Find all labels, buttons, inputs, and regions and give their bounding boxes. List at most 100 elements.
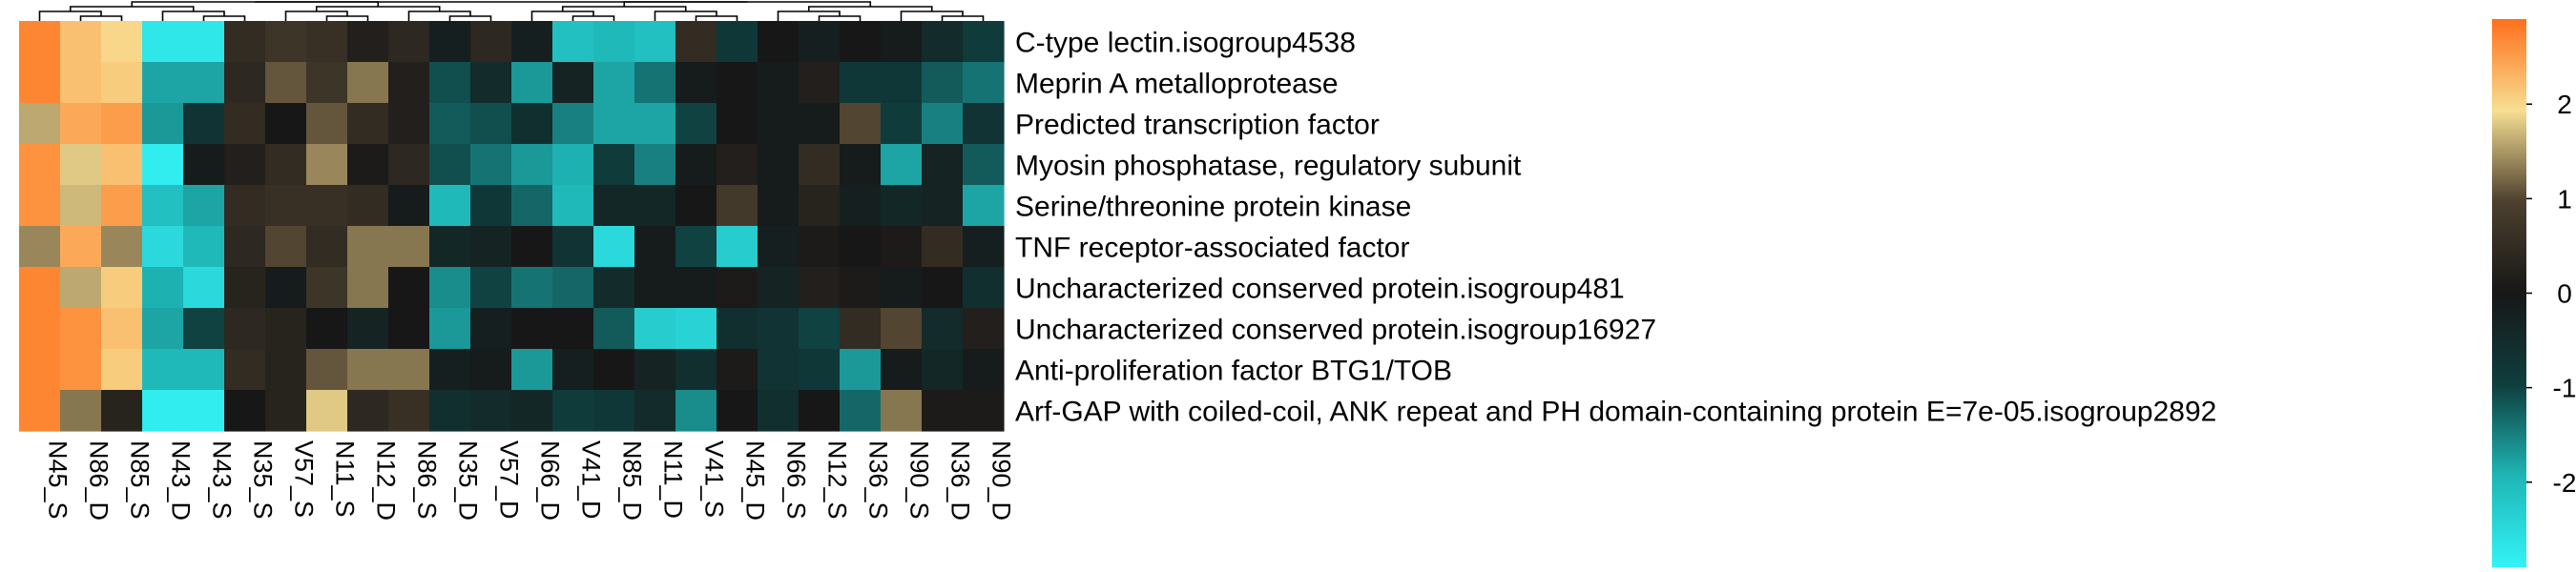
heatmap-cell — [142, 226, 184, 268]
column-label: N36_S — [864, 440, 893, 520]
heatmap-cell — [60, 226, 102, 268]
heatmap-cell — [634, 390, 676, 432]
heatmap-cell — [470, 103, 512, 145]
heatmap-cell — [265, 226, 307, 268]
heatmap-cell — [183, 103, 225, 145]
heatmap-cell — [306, 226, 348, 268]
column-label: N12_D — [372, 440, 401, 521]
heatmap-cell — [306, 144, 348, 186]
heatmap-cell — [593, 185, 635, 227]
heatmap-cell — [60, 62, 102, 104]
heatmap-cell — [429, 349, 471, 391]
color-scale-bar — [2492, 19, 2526, 567]
heatmap-cell — [840, 308, 882, 350]
column-label: N43_S — [208, 440, 237, 520]
heatmap-cell — [593, 21, 635, 63]
row-label: TNF receptor-associated factor — [1015, 233, 1409, 264]
heatmap-cell — [183, 185, 225, 227]
heatmap-cell — [347, 62, 389, 104]
heatmap-cell — [19, 267, 61, 309]
heatmap-cell — [593, 390, 635, 432]
heatmap-cell — [552, 308, 594, 350]
heatmap-cell — [388, 267, 430, 309]
heatmap-cell — [347, 103, 389, 145]
heatmap-cell — [717, 349, 758, 391]
heatmap-cell — [799, 62, 841, 104]
heatmap-cell — [634, 103, 676, 145]
row-label: Uncharacterized conserved protein.isogro… — [1015, 315, 1656, 346]
heatmap-cell — [470, 390, 512, 432]
heatmap-cell — [429, 21, 471, 63]
heatmap-cell — [183, 390, 225, 432]
heatmap-cell — [142, 308, 184, 350]
heatmap-cell — [142, 267, 184, 309]
heatmap-cell — [101, 144, 143, 186]
column-labels: N45_S N86_D N85_S N43_D N43_S N35_S V57_S N11_S… — [44, 440, 1016, 521]
heatmap-cell — [429, 62, 471, 104]
heatmap-cell — [60, 267, 102, 309]
heatmap-cell — [306, 390, 348, 432]
heatmap-cell — [347, 349, 389, 391]
heatmap-cell — [881, 21, 923, 63]
row-label: Serine/threonine protein kinase — [1015, 192, 1411, 223]
heatmap-cell — [142, 144, 184, 186]
heatmap-cell — [60, 349, 102, 391]
heatmap-cell — [881, 103, 923, 145]
heatmap-cell — [511, 185, 553, 227]
heatmap-cell — [470, 349, 512, 391]
heatmap-cell — [717, 267, 758, 309]
heatmap-cell — [634, 144, 676, 186]
heatmap-cell — [758, 144, 800, 186]
heatmap-cell — [799, 185, 841, 227]
heatmap-cell — [758, 226, 800, 268]
heatmap-cell — [265, 62, 307, 104]
heatmap-cell — [19, 21, 61, 63]
heatmap-cell — [306, 267, 348, 309]
heatmap-cell — [347, 390, 389, 432]
heatmap-cell — [881, 349, 923, 391]
heatmap-cell — [429, 144, 471, 186]
heatmap-cell — [717, 21, 758, 63]
column-label: N86_D — [85, 440, 114, 521]
heatmap-cell — [552, 267, 594, 309]
heatmap-cell — [142, 62, 184, 104]
heatmap-cell — [19, 390, 61, 432]
color-scale-tick-label: 1 — [2557, 184, 2572, 214]
heatmap-cell — [675, 349, 717, 391]
heatmap-cell — [593, 267, 635, 309]
heatmap-cell — [265, 308, 307, 350]
heatmap-cell — [183, 62, 225, 104]
heatmap-cell — [552, 62, 594, 104]
heatmap-cell — [963, 390, 1005, 432]
heatmap-cell — [183, 21, 225, 63]
heatmap-cell — [881, 62, 923, 104]
heatmap-cell — [429, 185, 471, 227]
heatmap-cell — [675, 390, 717, 432]
heatmap-cell — [675, 21, 717, 63]
dendrogram-branch — [695, 15, 738, 21]
column-label: V57_D — [495, 440, 524, 520]
heatmap-cell — [922, 226, 964, 268]
heatmap-cell — [634, 267, 676, 309]
heatmap-cell — [265, 185, 307, 227]
heatmap-cell — [758, 103, 800, 145]
column-label: N35_D — [454, 440, 483, 521]
row-label: Anti-proliferation factor BTG1/TOB — [1015, 356, 1452, 387]
heatmap-cell — [675, 226, 717, 268]
heatmap-cell — [224, 390, 266, 432]
heatmap-cell — [101, 103, 143, 145]
heatmap-cell — [19, 144, 61, 186]
heatmap-cell — [470, 267, 512, 309]
heatmap-cell — [511, 103, 553, 145]
heatmap-cell — [675, 308, 717, 350]
heatmap-cell — [470, 62, 512, 104]
heatmap-cell — [922, 144, 964, 186]
heatmap-cell — [593, 349, 635, 391]
dendrogram-branch — [325, 15, 369, 21]
heatmap-cell — [19, 226, 61, 268]
heatmap-cell — [552, 349, 594, 391]
heatmap-cell — [388, 308, 430, 350]
heatmap-cell — [963, 62, 1005, 104]
heatmap-cell — [963, 103, 1005, 145]
